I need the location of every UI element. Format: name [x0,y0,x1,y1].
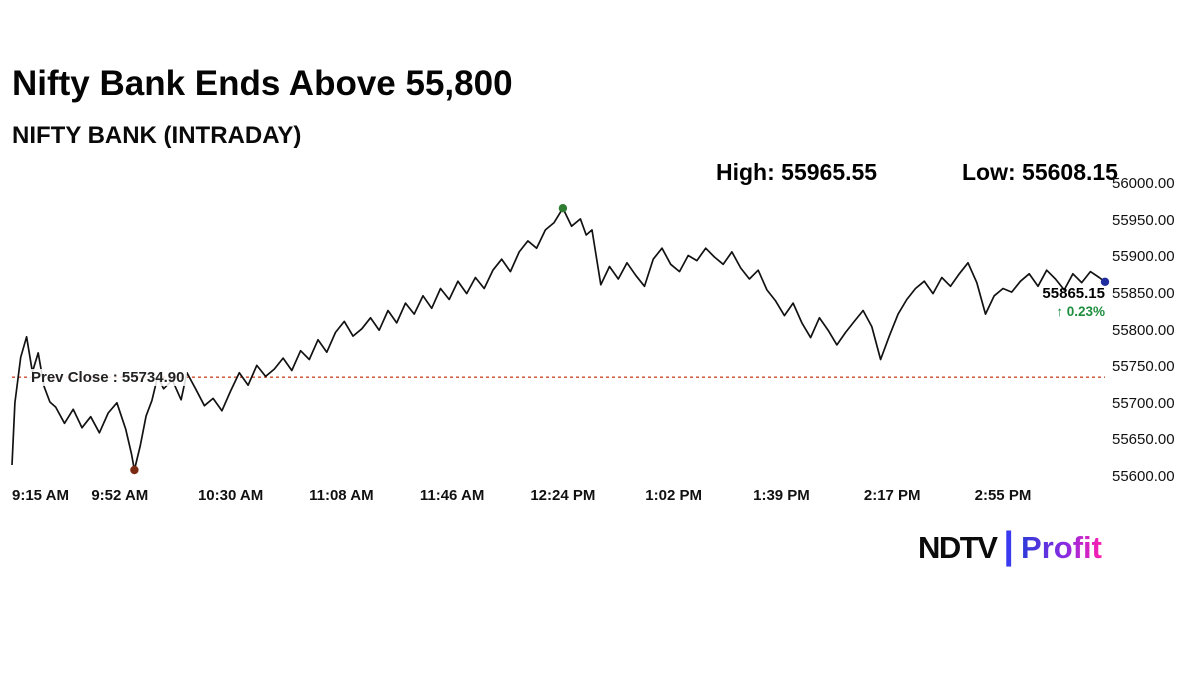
x-axis-label: 1:02 PM [645,487,702,504]
intraday-line-chart [11,204,1110,475]
y-axis-label: 55950.00 [1112,211,1175,229]
page-title: Nifty Bank Ends Above 55,800 [12,64,513,103]
price-line [11,207,1106,471]
y-axis-label: 55850.00 [1112,284,1175,302]
y-axis-label: 55600.00 [1112,468,1175,485]
prev-close-annotation: Prev Close : 55734.90 [28,369,188,386]
last-price-label: 55865.15 [1042,285,1105,302]
x-axis-label: 2:17 PM [863,487,921,504]
chart-subtitle: NIFTY BANK (INTRADAY) [12,122,302,149]
last-point-marker [1100,277,1110,286]
change-percent-label: ↑ 0.23% [1056,304,1105,319]
y-axis-label: 55700.00 [1112,394,1175,412]
x-axis-label: 10:30 AM [197,487,264,504]
x-axis-label: 9:52 AM [91,487,149,504]
profit-wordmark: Profit [1021,530,1102,565]
x-axis-label: 11:46 AM [419,487,485,504]
y-axis-label: 55650.00 [1112,431,1175,449]
y-axis-label: 56000.00 [1112,175,1175,192]
y-axis-label: 55750.00 [1112,358,1175,376]
low-value-label: Low: 55608.15 [962,159,1118,185]
y-axis-label: 55900.00 [1112,248,1175,266]
x-axis-label: 11:08 AM [309,487,374,504]
high-value-label: High: 55965.55 [716,159,878,185]
x-axis-label: 9:15 AM [12,487,69,504]
x-axis-label: 1:39 PM [753,487,810,504]
logo-separator: | [1003,524,1015,567]
high-point-marker [558,204,568,213]
ndtv-profit-logo: NDTV | Profit [918,524,1102,567]
x-axis-label: 2:55 PM [974,487,1032,504]
y-axis-label: 55800.00 [1112,321,1175,339]
low-point-marker [130,465,139,475]
ndtv-wordmark: NDTV [918,530,998,565]
x-axis-label: 12:24 PM [530,487,596,504]
